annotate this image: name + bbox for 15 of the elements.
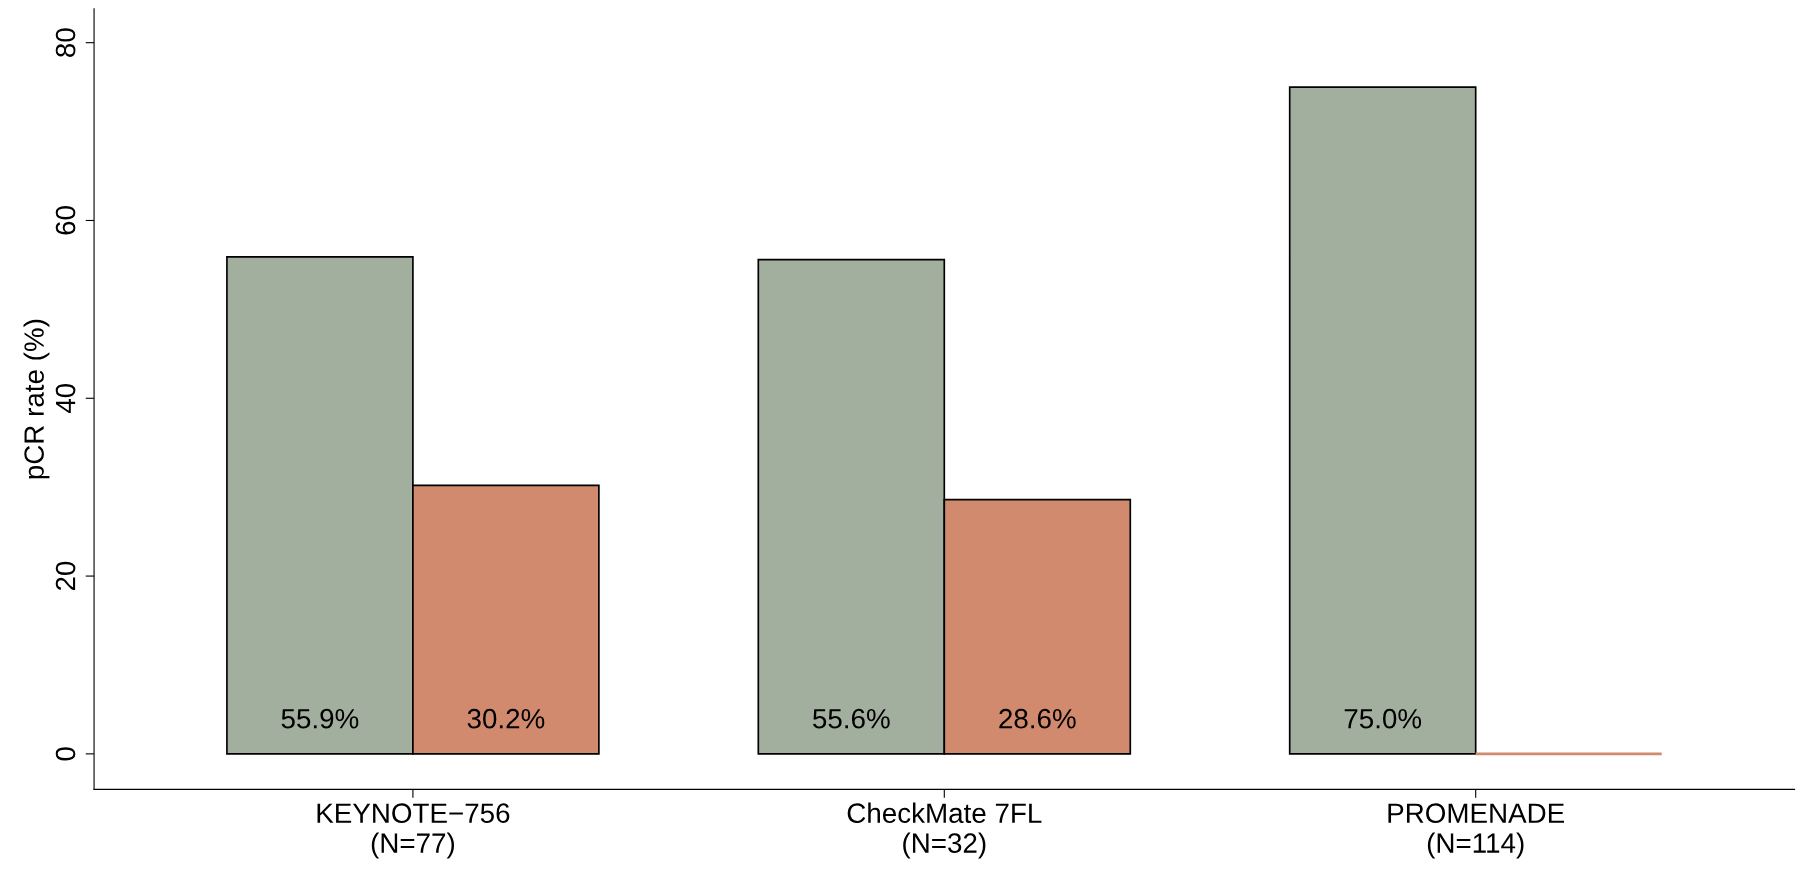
- x-tick-label: PROMENADE (N=114): [1388, 803, 1565, 859]
- y-tick-label: 60: [55, 206, 76, 235]
- x-tick-label: KEYNOTE−756 (N=77): [317, 803, 510, 859]
- data-label: 55.9%: [281, 708, 359, 729]
- data-label: 30.2%: [467, 708, 545, 729]
- y-tick-label: 0: [55, 747, 76, 761]
- y-tick-label: 20: [55, 561, 76, 591]
- y-tick-label: 80: [55, 28, 76, 57]
- data-label: 55.6%: [813, 708, 890, 729]
- data-label: 28.6%: [999, 708, 1076, 729]
- x-tick-label: CheckMate 7FL (N=32): [847, 802, 1042, 859]
- y-tick-label: 40: [55, 383, 76, 414]
- data-label: 75.0%: [1344, 708, 1422, 729]
- y-axis-title: pCR rate (%): [23, 319, 50, 479]
- bar: [1288, 86, 1477, 755]
